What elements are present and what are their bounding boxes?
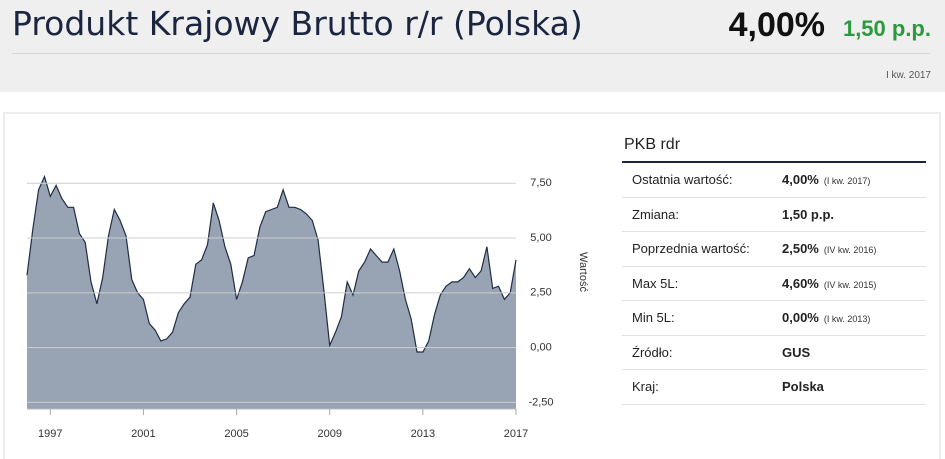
change: 1,50 p.p. [842, 16, 931, 41]
period: I kw. 2017 [885, 70, 931, 81]
row-note: (I kw. 2013) [823, 314, 871, 325]
table-title: PKB rdr [622, 132, 926, 163]
table-row: Ostatnia wartość: 4,00% (I kw. 2017) [622, 163, 926, 198]
row-note: (IV kw. 2015) [823, 279, 877, 290]
info-table: PKB rdr Ostatnia wartość: 4,00% (I kw. 201… [622, 132, 926, 405]
row-value: 4,60% [782, 275, 819, 291]
row-label: Poprzednia wartość: [632, 241, 750, 257]
table-body: Ostatnia wartość: 4,00% (I kw. 2017) Zmiana… [622, 163, 926, 405]
row-value: Polska [782, 379, 824, 395]
y-tick-label: 2,50 [530, 287, 551, 299]
x-tick-label: 2017 [504, 428, 528, 440]
row-value-cell: Polska [782, 379, 824, 394]
y-tick-label: 0,00 [530, 342, 551, 354]
y-tick-label: 7,50 [530, 177, 551, 189]
row-value-cell: 0,00% (I kw. 2013) [782, 310, 870, 325]
table-row: Zmiana: 1,50 p.p. [622, 198, 926, 232]
x-tick-label: 1997 [38, 428, 62, 440]
line [26, 174, 517, 353]
x-tick-label: 2001 [131, 428, 155, 440]
chart: Wartość -2,50 0,00 2,50 5,00 7,50 1997 2001 200… [17, 132, 605, 451]
x-tick-label: 2009 [317, 428, 341, 440]
row-note: (IV kw. 2016) [823, 245, 877, 256]
row-label: Zmiana: [632, 206, 679, 222]
row-value: 4,00% [782, 172, 819, 188]
divider [12, 53, 930, 54]
table-row: Źródło: GUS [622, 336, 926, 370]
title: Produkt Krajowy Brutto r/r (Polska) [12, 4, 583, 43]
row-value: GUS [782, 344, 811, 360]
table-row: Poprzednia wartość: 2,50% (IV kw. 2016) [622, 232, 926, 267]
table-row: Min 5L: 0,00% (I kw. 2013) [622, 301, 926, 336]
row-value-cell: 1,50 p.p. [782, 207, 834, 222]
panel [3, 112, 941, 459]
y-axis-label: Wartość [577, 252, 589, 292]
row-value-cell: 2,50% (IV kw. 2016) [782, 241, 876, 256]
y-tick-label: -2,50 [528, 396, 553, 408]
row-value: 1,50 p.p. [782, 206, 835, 222]
row-label: Kraj: [632, 379, 659, 395]
row-label: Źródło: [632, 344, 673, 360]
x-tick-label: 2005 [224, 428, 248, 440]
row-value-cell: 4,00% (I kw. 2017) [782, 172, 870, 187]
header: Produkt Krajowy Brutto r/r (Polska) 4,00… [0, 0, 945, 92]
table-row: Max 5L: 4,60% (IV kw. 2015) [622, 267, 926, 301]
row-value-cell: 4,60% (IV kw. 2015) [782, 276, 876, 291]
y-tick-label: 5,00 [530, 232, 551, 244]
row-value: 0,00% [782, 310, 819, 326]
row-label: Min 5L: [632, 310, 675, 326]
row-value: 2,50% [782, 241, 819, 257]
row-label: Max 5L: [632, 275, 679, 291]
x-tick-label: 2013 [411, 428, 435, 440]
row-note: (I kw. 2017) [823, 176, 871, 187]
table-row: Kraj: Polska [622, 370, 926, 405]
row-value-cell: GUS [782, 345, 810, 360]
latest-value: 4,00% [728, 6, 825, 44]
row-label: Ostatnia wartość: [632, 172, 733, 188]
